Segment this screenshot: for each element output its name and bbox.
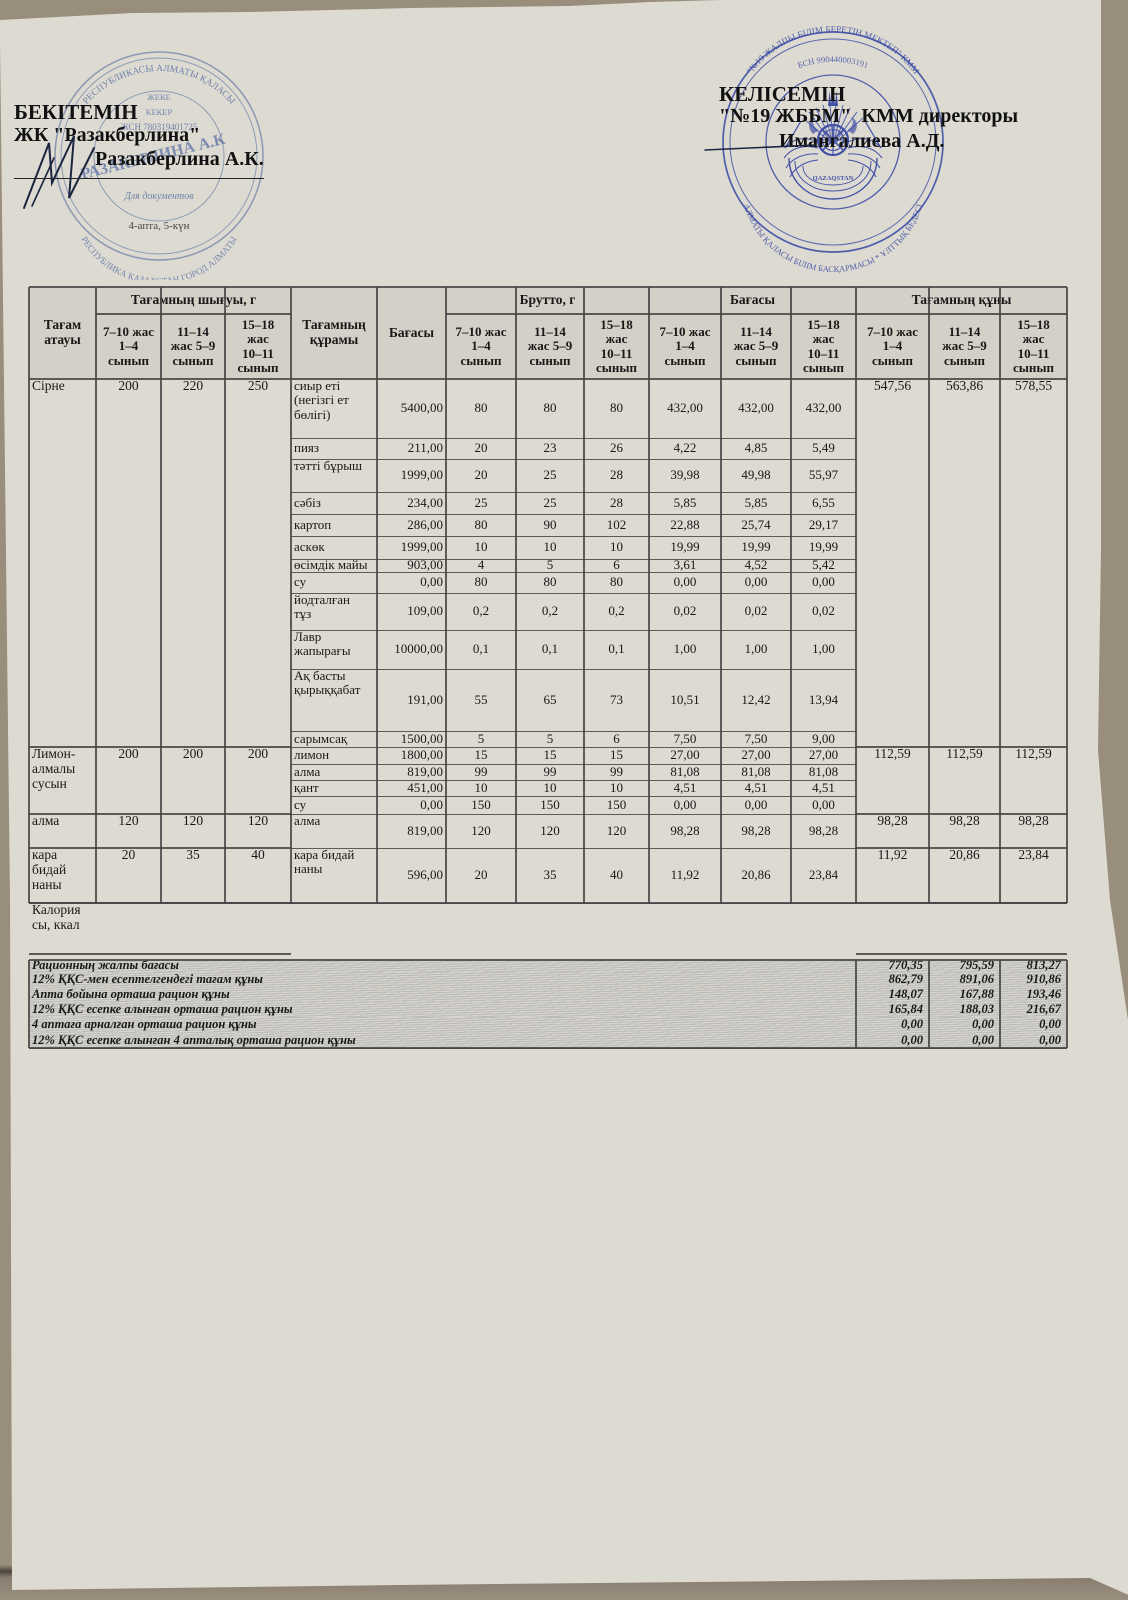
svg-text:БСН 990440003191: БСН 990440003191 [796, 54, 870, 70]
svg-text:QAZAQSTAN: QAZAQSTAN [813, 175, 854, 182]
svg-text:АЛМАТЫ ҚАЛАСЫ БІЛІМ БАСҚАРМАСЫ: АЛМАТЫ ҚАЛАСЫ БІЛІМ БАСҚАРМАСЫ * ҰЛТТЫҚ … [742, 202, 925, 274]
svg-text:"№19 ЖАЛПЫ БІЛІМ БЕРЕТІН МЕКТЕ: "№19 ЖАЛПЫ БІЛІМ БЕРЕТІН МЕКТЕП" КММ [745, 24, 922, 76]
